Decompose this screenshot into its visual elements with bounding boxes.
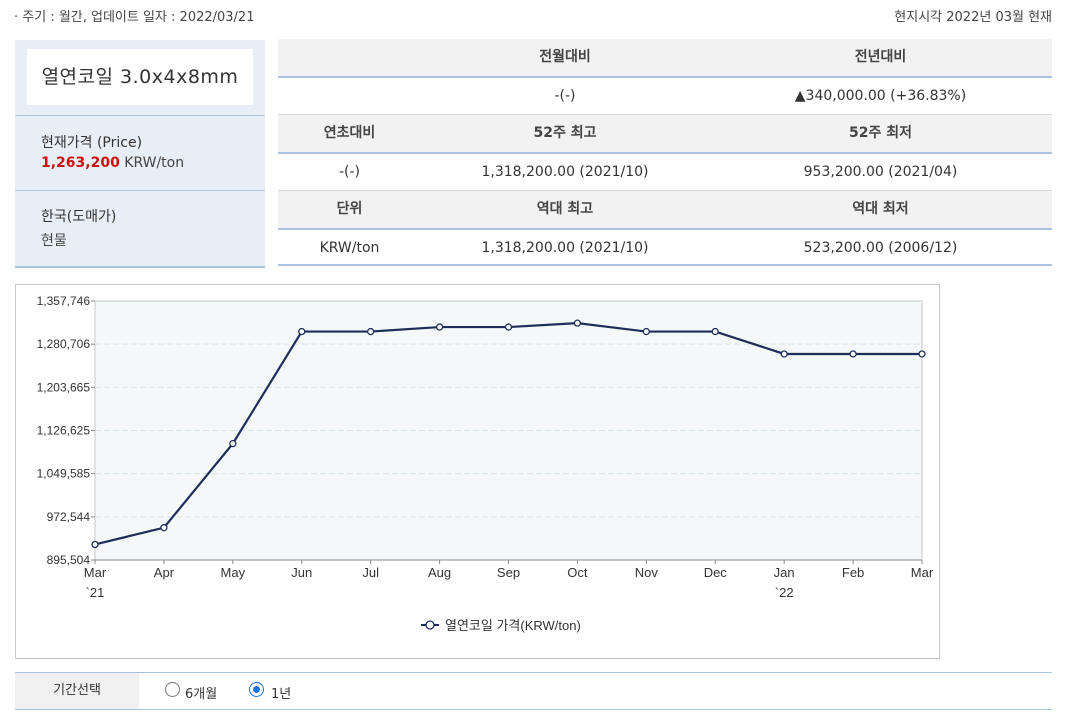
data-point [298, 327, 306, 336]
region-label: 한국(도매가) [41, 209, 117, 225]
legend-label: 열연코일 가격(KRW/ton) [445, 618, 581, 633]
price-unit: KRW/ton [119, 155, 185, 171]
divider [278, 114, 1052, 115]
x-tick-label: Aug [428, 565, 451, 580]
data-point [573, 319, 582, 327]
ytd-value: -(-) [338, 164, 361, 180]
header-mom: 전월대비 [539, 49, 591, 65]
period-label: 기간선택 [15, 673, 139, 709]
mom-value: -(-) [554, 88, 576, 104]
x-tick-label: Feb [842, 565, 864, 580]
x-tick-label: Jul [362, 565, 379, 580]
data-point [504, 323, 513, 331]
header-52w-high: 52주 최고 [533, 125, 597, 141]
all-time-low-value: 523,200.00 (2006/12) [803, 240, 958, 256]
x-tick-sublabel: `22 [775, 585, 794, 600]
product-info-panel: 열연코일 3.0x4x8mm 현재가격 (Price) 1,263,200 KR… [15, 40, 265, 268]
header-52w-low: 52주 최저 [849, 125, 912, 141]
y-tick-label: 1,203,665 [37, 380, 91, 394]
divider [278, 152, 1052, 154]
stats-value-row: -(-) ▲340,000.00 (+36.83%) [278, 78, 1052, 115]
all-time-high-value: 1,318,200.00 (2021/10) [481, 240, 649, 256]
data-point [435, 323, 444, 331]
period-selector: 기간선택 6개월 1년 [15, 672, 1052, 710]
data-point [229, 439, 237, 448]
divider [15, 190, 265, 191]
data-point [160, 524, 168, 532]
radio-1-year[interactable] [249, 682, 264, 697]
yoy-value: ▲340,000.00 (+36.83%) [794, 88, 967, 104]
divider [15, 115, 265, 116]
price-label: 현재가격 (Price) [41, 135, 143, 151]
header-all-time-low: 역대 최저 [852, 201, 909, 217]
x-tick-label: Jan [774, 565, 795, 580]
y-tick-label: 895,504 [47, 553, 91, 567]
radio-1-year-label[interactable]: 1년 [271, 687, 292, 702]
x-tick-label: Mar [911, 565, 934, 580]
stats-value-row: KRW/ton 1,318,200.00 (2021/10) 523,200.0… [278, 230, 1052, 267]
x-tick-label: May [221, 565, 246, 580]
divider [278, 76, 1052, 78]
divider [278, 190, 1052, 191]
x-tick-sublabel: `21 [86, 585, 105, 600]
low-52w-value: 953,200.00 (2021/04) [803, 164, 958, 180]
stats-header-row: 단위 역대 최고 역대 최저 [278, 191, 1052, 228]
data-point [642, 327, 650, 336]
x-tick-label: Apr [154, 565, 175, 580]
legend-marker [425, 620, 435, 630]
radio-6-months-label[interactable]: 6개월 [185, 687, 218, 702]
data-point [367, 327, 375, 336]
data-point [91, 540, 99, 549]
header-all-time-high: 역대 최고 [536, 201, 594, 217]
stats-header-row: 연초대비 52주 최고 52주 최저 [278, 115, 1052, 152]
header-yoy: 전년대비 [854, 49, 907, 65]
x-tick-label: Sep [497, 565, 520, 580]
y-tick-label: 1,049,585 [37, 467, 91, 481]
unit-value: KRW/ton [319, 240, 380, 256]
x-tick-label: Mar [84, 565, 107, 580]
chart-svg: 895,504 972,544 1,049,585 1,126,625 1,203,66… [37, 294, 934, 633]
header-ytd: 연초대비 [323, 125, 376, 141]
divider [278, 264, 1052, 266]
y-tick-label: 1,126,625 [37, 424, 91, 438]
high-52w-value: 1,318,200.00 (2021/10) [481, 164, 649, 180]
update-cycle-text: · 주기 : 월간, 업데이트 일자 : 2022/03/21 [14, 10, 255, 25]
x-tick-label: Jun [291, 565, 312, 580]
data-point [780, 350, 788, 358]
radio-6-months[interactable] [165, 682, 180, 697]
stats-value-row: -(-) 1,318,200.00 (2021/10) 953,200.00 (… [278, 154, 1052, 191]
local-time-text: 현지시각 2022년 03월 현재 [894, 10, 1052, 25]
kind-label: 현물 [41, 233, 67, 249]
data-point [711, 327, 719, 336]
y-tick-label: 1,357,746 [37, 294, 91, 308]
stats-header-row: 전월대비 전년대비 [278, 39, 1052, 76]
product-name: 열연코일 3.0x4x8mm [27, 49, 253, 105]
x-tick-label: Dec [704, 565, 728, 580]
y-tick-label: 972,544 [47, 510, 91, 524]
data-point [849, 350, 857, 358]
current-price: 1,263,200 KRW/ton [41, 155, 184, 171]
divider [15, 266, 265, 268]
divider [278, 228, 1052, 230]
x-tick-label: Nov [635, 565, 659, 580]
y-tick-label: 1,280,706 [37, 337, 91, 351]
price-value: 1,263,200 [41, 155, 120, 171]
top-bar: · 주기 : 월간, 업데이트 일자 : 2022/03/21 현지시각 202… [0, 0, 1066, 30]
data-point [918, 350, 926, 358]
price-chart: 895,504 972,544 1,049,585 1,126,625 1,203,66… [15, 284, 940, 659]
x-tick-label: Oct [567, 565, 588, 580]
header-unit: 단위 [336, 201, 363, 217]
